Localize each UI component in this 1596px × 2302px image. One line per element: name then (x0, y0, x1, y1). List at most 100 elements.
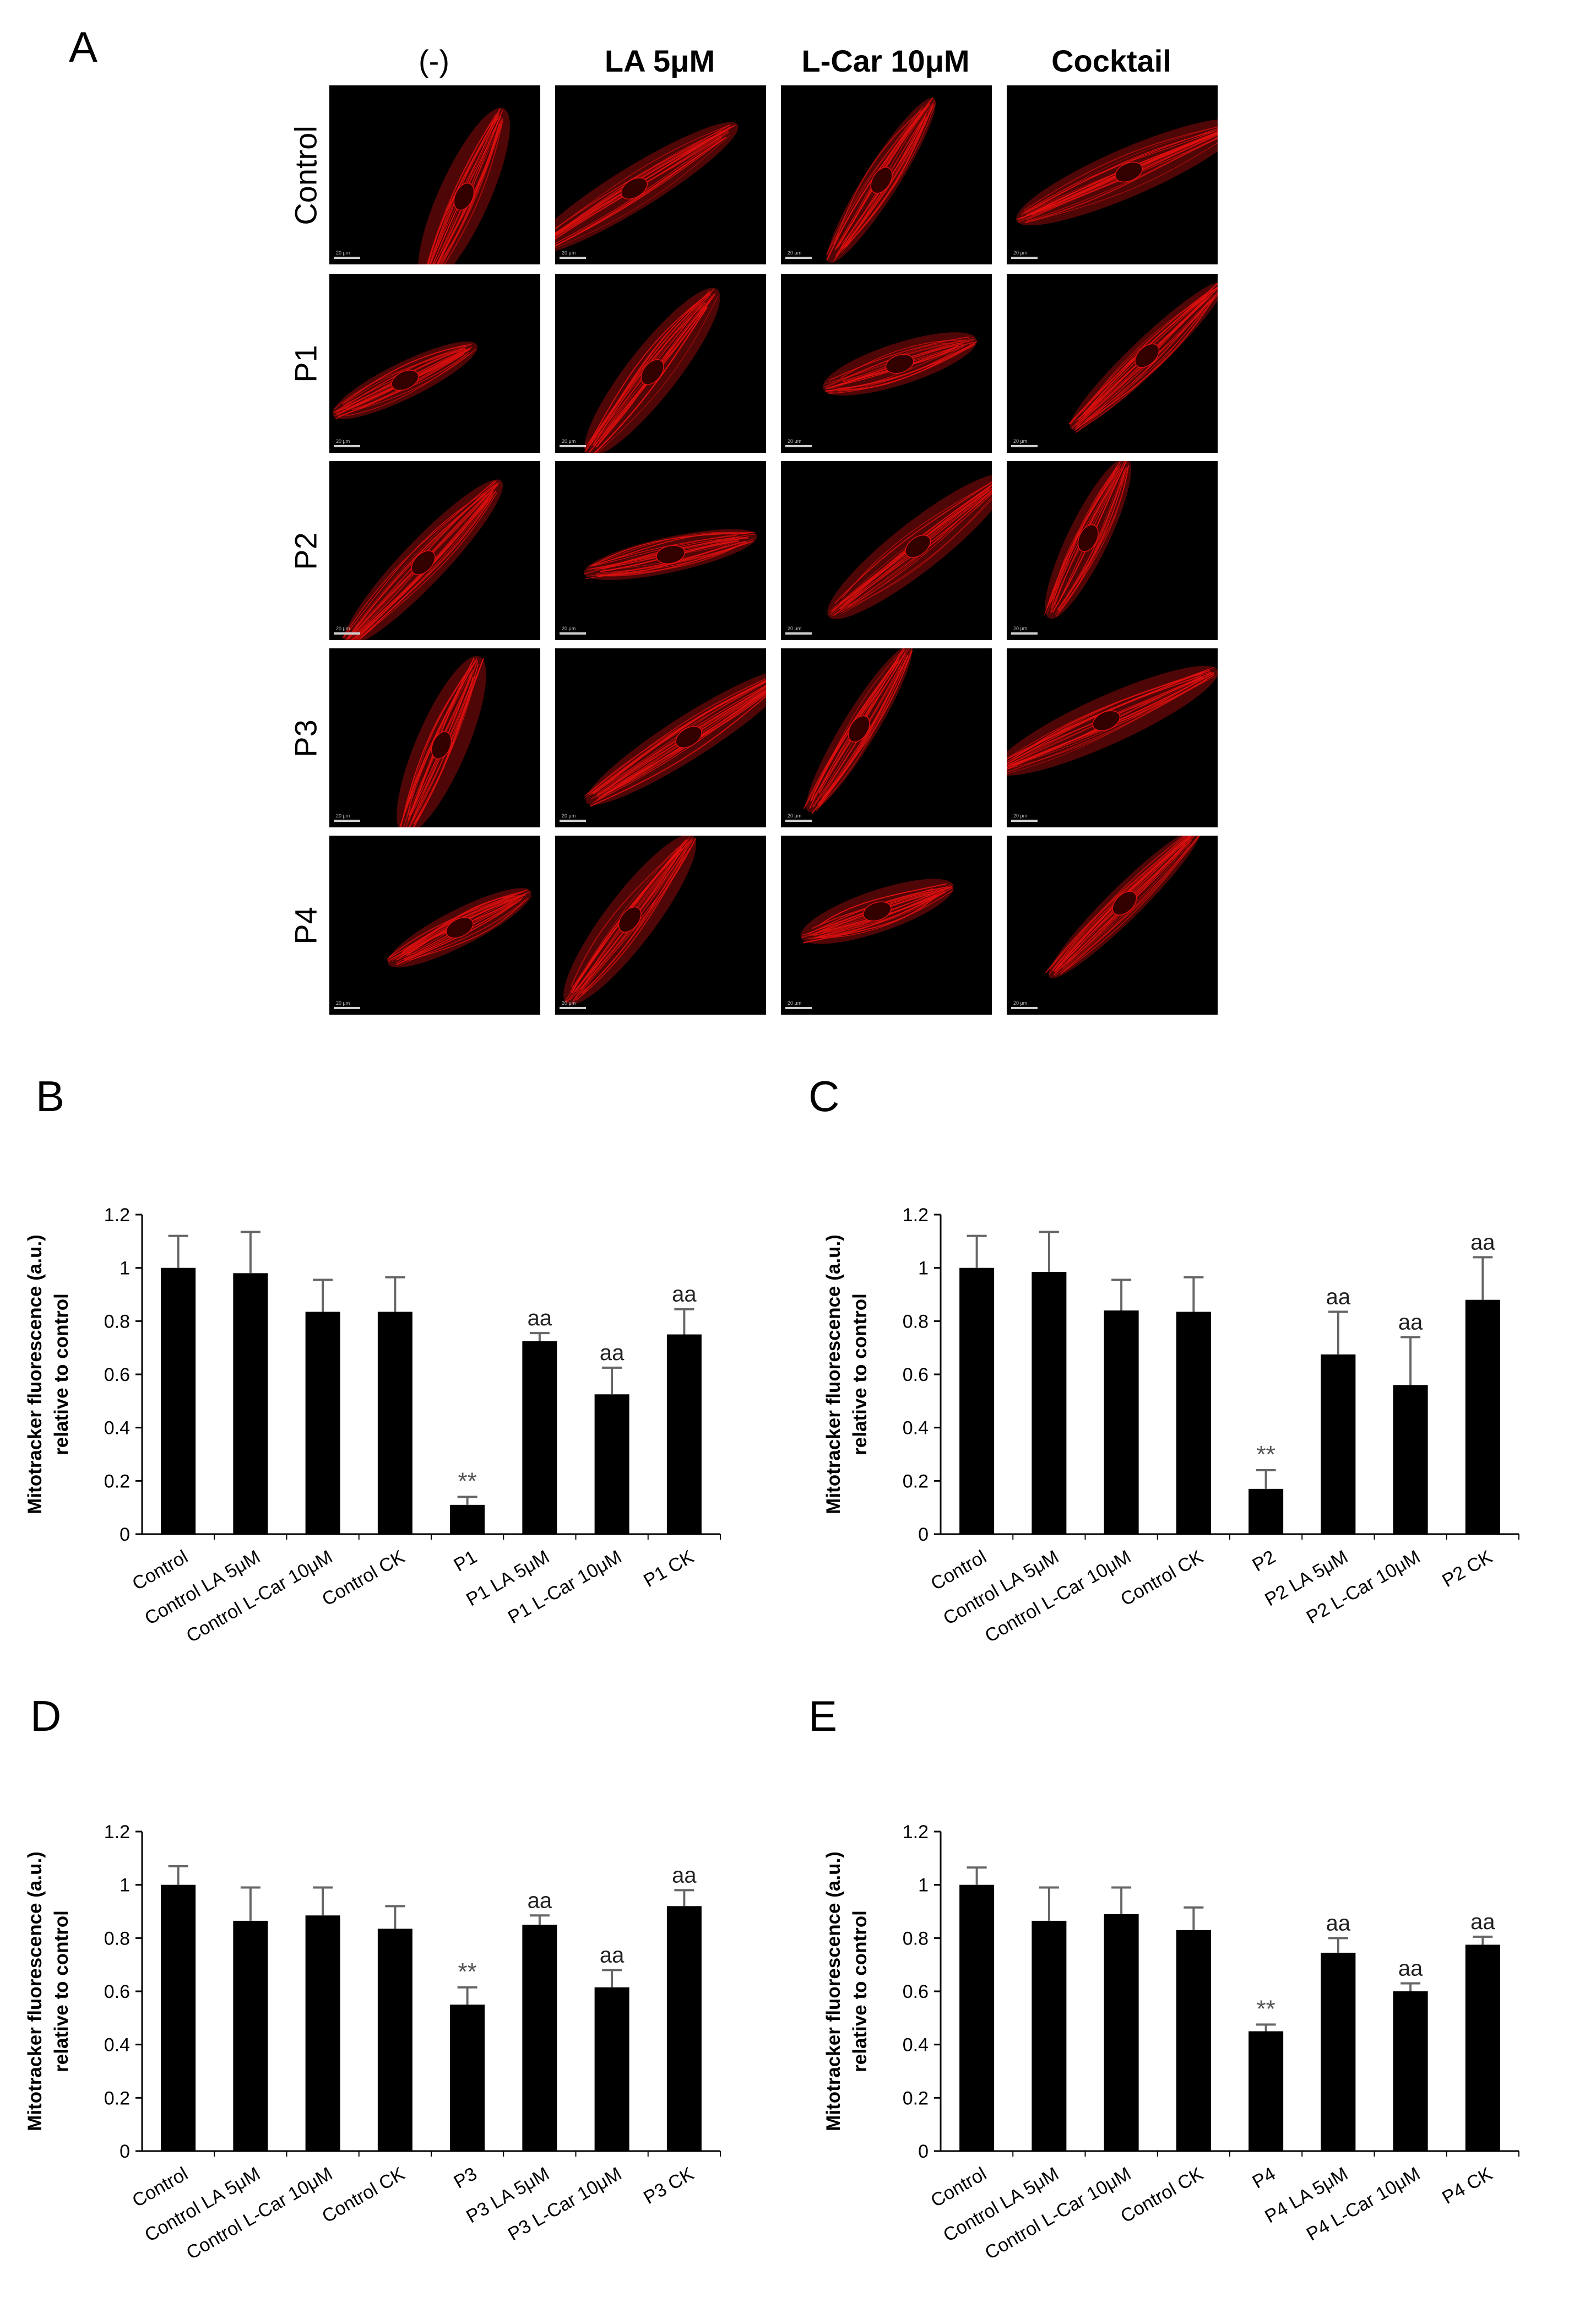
y-axis-label: relative to control (849, 1293, 871, 1455)
row-label-4: P4 (288, 906, 323, 945)
scale-bar (1011, 445, 1038, 447)
significance-label: ** (458, 1467, 477, 1494)
x-category-label: P2 CK (1438, 1546, 1496, 1591)
y-tick-label: 1.2 (104, 1822, 130, 1843)
micrograph-p4-col3: 20 μm (1007, 836, 1218, 1015)
scale-bar-label: 20 μm (1013, 813, 1028, 819)
bar (1321, 1354, 1356, 1534)
bar (1104, 1310, 1139, 1534)
significance-label: aa (1326, 1911, 1351, 1935)
y-axis-label: Mitotracker fluorescence (a.u.) (24, 1851, 46, 2131)
bar (1176, 1312, 1211, 1534)
scale-bar (560, 445, 586, 447)
y-tick-label: 1 (918, 1875, 929, 1896)
y-tick-label: 0.6 (903, 1981, 929, 2002)
scale-bar (1011, 820, 1038, 822)
y-tick-label: 0.4 (104, 1418, 130, 1439)
y-tick-label: 0.4 (903, 1418, 929, 1439)
significance-label: ** (458, 1958, 477, 1985)
scale-bar-label: 20 μm (788, 626, 802, 631)
significance-label: aa (1470, 1910, 1495, 1934)
significance-label: aa (1398, 1957, 1423, 1981)
scale-bar (1011, 632, 1038, 635)
x-category-label: Control CK (318, 2163, 408, 2227)
micrograph-p1-col1: 20 μm (555, 274, 766, 453)
significance-label: aa (672, 1863, 697, 1887)
scale-bar-label: 20 μm (336, 438, 350, 444)
bar (161, 1268, 196, 1534)
scale-bar (334, 820, 360, 822)
significance-label: aa (528, 1888, 552, 1913)
y-tick-label: 0 (120, 1524, 130, 1545)
y-axis-label: relative to control (849, 1910, 871, 2072)
panel-letter-c: C (808, 1072, 840, 1120)
micrograph-control-col3: 20 μm (1007, 85, 1218, 264)
scale-bar-label: 20 μm (336, 626, 350, 631)
y-tick-label: 1.2 (903, 1205, 929, 1226)
column-header-0: (-) (419, 44, 449, 78)
scale-bar (560, 632, 586, 635)
bar (377, 1312, 412, 1534)
significance-label: ** (1257, 1995, 1275, 2022)
scale-bar (1011, 1007, 1038, 1009)
micrograph-p2-col3: 20 μm (1007, 461, 1218, 640)
panel-letter-d: D (30, 1692, 62, 1740)
significance-label: aa (600, 1943, 625, 1967)
y-axis-label: relative to control (51, 1910, 72, 2072)
scale-bar-label: 20 μm (788, 250, 802, 256)
y-tick-label: 0.8 (104, 1928, 130, 1949)
y-tick-label: 0 (918, 1524, 929, 1545)
scale-bar (560, 820, 586, 822)
micrograph-p2-col2: 20 μm (781, 461, 992, 640)
scale-bar (334, 257, 360, 259)
scale-bar-label: 20 μm (336, 250, 350, 256)
y-tick-label: 0.6 (104, 1364, 130, 1385)
bar (305, 1915, 340, 2151)
bar (233, 1920, 268, 2151)
y-tick-label: 0 (918, 2141, 929, 2162)
scale-bar-label: 20 μm (1013, 626, 1028, 631)
panel-letter-e: E (808, 1692, 838, 1740)
bar (1393, 1385, 1428, 1534)
row-label-2: P2 (288, 532, 323, 570)
scale-bar (785, 632, 812, 635)
scale-bar (560, 1007, 586, 1009)
significance-label: aa (528, 1306, 552, 1330)
micrograph-control-col0: 20 μm (329, 85, 540, 264)
y-tick-label: 0.2 (903, 1471, 929, 1492)
y-tick-label: 0.8 (104, 1311, 130, 1332)
bar (305, 1312, 340, 1534)
y-tick-label: 0.2 (903, 2088, 929, 2109)
scale-bar-label: 20 μm (336, 813, 350, 819)
scale-bar-label: 20 μm (788, 1000, 802, 1006)
y-tick-label: 0.2 (104, 1471, 130, 1492)
bar (1032, 1271, 1067, 1534)
scale-bar-label: 20 μm (1013, 1000, 1028, 1006)
bar (594, 1987, 629, 2151)
y-tick-label: 1.2 (903, 1822, 929, 1843)
x-category-label: P1 CK (640, 1546, 697, 1591)
micrograph-p3-col2: 20 μm (781, 648, 992, 827)
micrograph-p3-col3: 20 μm (1007, 648, 1218, 827)
x-category-label: P4 CK (1438, 2163, 1496, 2208)
bar (1321, 1952, 1356, 2151)
bar (377, 1929, 412, 2151)
panel-letter-b: B (36, 1072, 65, 1120)
row-label-0: Control (288, 125, 323, 225)
bar (1176, 1930, 1211, 2151)
y-tick-label: 0.4 (903, 2035, 929, 2056)
scale-bar-label: 20 μm (562, 250, 576, 256)
significance-label: aa (672, 1282, 697, 1307)
bar (1032, 1920, 1067, 2151)
micrograph-control-col2: 20 μm (781, 85, 992, 264)
bar (450, 2005, 485, 2151)
micrograph-p2-col1: 20 μm (555, 461, 766, 640)
y-axis-label: Mitotracker fluorescence (a.u.) (823, 1234, 844, 1514)
row-label-1: P1 (288, 344, 323, 383)
bar (1104, 1914, 1139, 2151)
row-label-3: P3 (288, 719, 323, 757)
x-category-label: P3 CK (640, 2163, 697, 2208)
scale-bar-label: 20 μm (1013, 438, 1028, 444)
panel-letter-a: A (69, 23, 98, 71)
scale-bar (1011, 257, 1038, 259)
